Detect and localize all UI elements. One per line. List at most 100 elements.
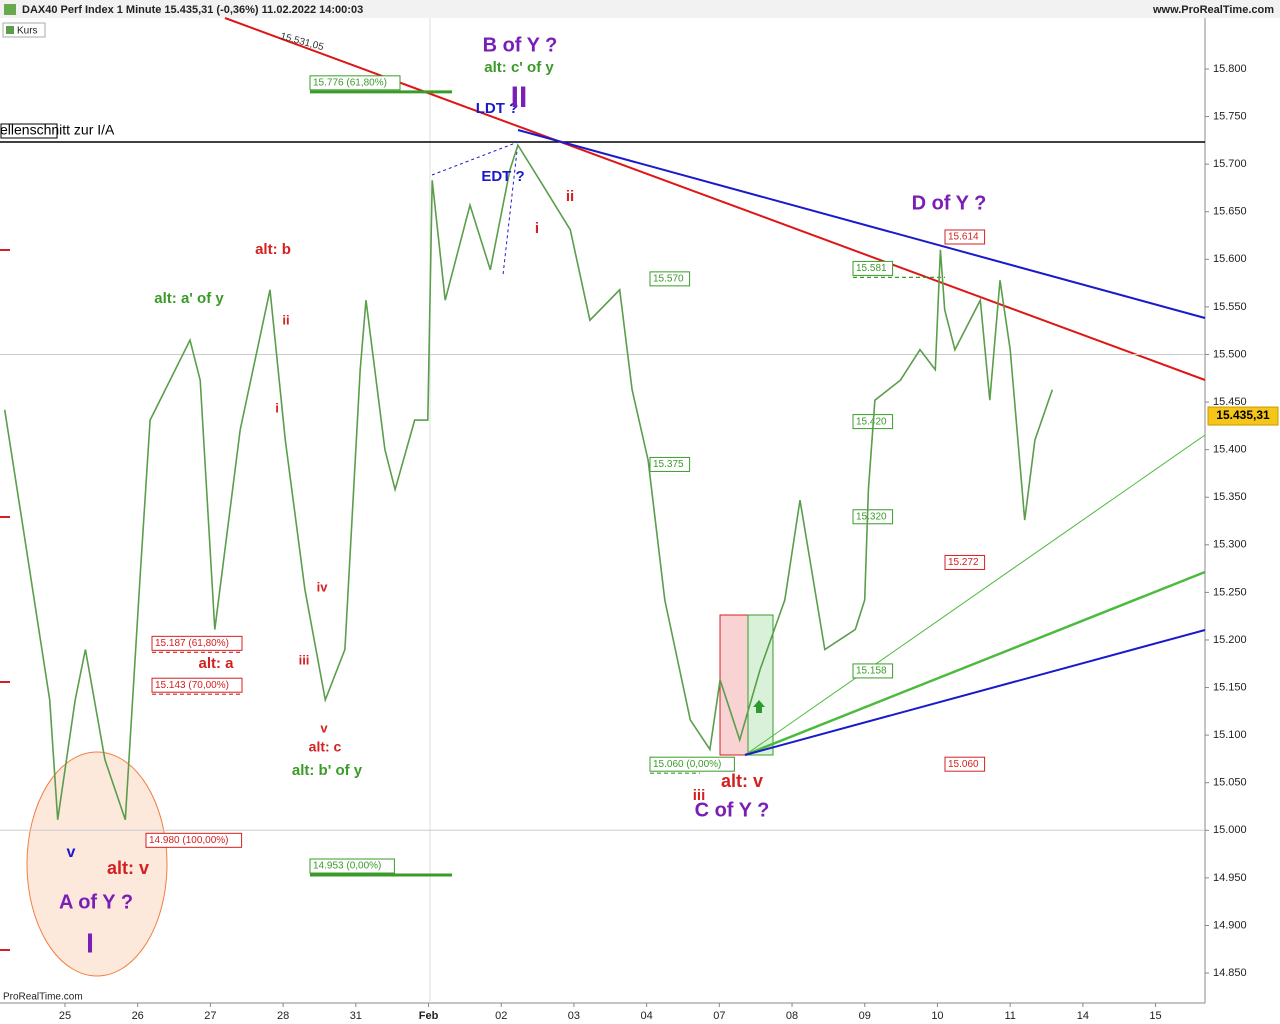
annotation: v [320, 720, 328, 735]
y-tick-label: 15.700 [1213, 158, 1247, 170]
level-label: 15.143 (70,00%) [155, 680, 229, 691]
x-tick-label: 28 [277, 1010, 289, 1022]
trend-line [224, 17, 1206, 381]
zone-green [747, 614, 774, 756]
annotation: ellenschnitt zur I/A [0, 122, 115, 138]
level-box [145, 832, 243, 848]
level-box [309, 858, 395, 874]
x-tick-label: 14 [1077, 1010, 1089, 1022]
level-box [151, 677, 243, 693]
trend-line [744, 434, 1206, 756]
footer: ProRealTime.com [3, 992, 83, 1003]
edge-mark [0, 249, 10, 251]
annotation: alt: a [198, 655, 234, 672]
y-tick-label: 15.500 [1213, 348, 1247, 360]
x-tick-label: 02 [495, 1010, 507, 1022]
trend-line [744, 570, 1206, 757]
level-label: 15.570 [653, 274, 684, 285]
x-tick-label: 07 [713, 1010, 725, 1022]
arrow [753, 700, 765, 713]
level-box [309, 75, 401, 91]
annotation: alt: c [309, 739, 342, 755]
y-tick-label: 15.600 [1213, 253, 1247, 265]
level-box [649, 756, 735, 772]
annotation: i [535, 220, 539, 237]
y-tick-label: 15.550 [1213, 301, 1247, 313]
annotation: 15.531,05 [279, 31, 325, 53]
x-tick-label: 10 [931, 1010, 943, 1022]
y-tick-label: 15.750 [1213, 110, 1247, 122]
y-tick-label: 15.050 [1213, 777, 1247, 789]
y-tick-label: 15.450 [1213, 396, 1247, 408]
x-tick-label: 08 [786, 1010, 798, 1022]
annotation: iii [693, 787, 706, 804]
y-tick-label: 15.800 [1213, 63, 1247, 75]
level-box [649, 456, 691, 472]
edge-marks [0, 249, 10, 951]
source: www.ProRealTime.com [1152, 4, 1274, 16]
level-label: 15.060 [948, 759, 979, 770]
annotation: alt: c' of y [484, 59, 554, 76]
y-tick-label: 15.650 [1213, 206, 1247, 218]
edge-mark [0, 516, 10, 518]
logo [4, 4, 16, 15]
annotation: C of Y ? [695, 799, 770, 821]
level-label: 15.320 [856, 511, 887, 522]
highlight-ellipse [26, 751, 168, 977]
annotation: iv [317, 579, 329, 594]
level-label: 15.581 [856, 263, 887, 274]
level-label: 15.060 (0,00%) [653, 759, 721, 770]
price-line [3, 143, 1054, 821]
y-tick-label: 15.350 [1213, 491, 1247, 503]
annotation: i [275, 400, 279, 415]
level-box [649, 271, 691, 287]
y-tick-label: 15.000 [1213, 824, 1247, 836]
level-label: 15.158 [856, 666, 887, 677]
annotation: EDT ? [481, 168, 524, 185]
annotation: D of Y ? [912, 192, 987, 214]
annotation: II [511, 81, 528, 114]
y-tick-label: 15.400 [1213, 444, 1247, 456]
x-tick-label: 03 [568, 1010, 580, 1022]
level-box [944, 756, 986, 772]
annotation: I [86, 927, 94, 958]
level-label: 14.953 (0,00%) [313, 861, 381, 872]
chart-title: DAX40 Perf Index 1 Minute 15.435,31 (-0,… [22, 4, 363, 16]
x-tick-label: 11 [1004, 1010, 1015, 1022]
annotation: iii [299, 652, 310, 667]
annotation: v [67, 844, 76, 861]
level-label: 15.776 (61,80%) [313, 77, 387, 88]
annotation: B of Y ? [483, 34, 558, 56]
x-tick-label: 04 [641, 1010, 653, 1022]
level-box [852, 509, 894, 525]
annotation: alt: v [721, 771, 763, 791]
annotation: ii [282, 312, 289, 327]
annotation: alt: v [107, 858, 149, 878]
level-label: 15.272 [948, 557, 979, 568]
zone-red [719, 614, 749, 756]
label-box [0, 123, 58, 139]
annotation: alt: b [255, 241, 291, 258]
x-tick-label: 26 [132, 1010, 144, 1022]
y-tick-label: 14.950 [1213, 872, 1247, 884]
annotation: LDT ? [476, 100, 519, 117]
y-tick-label: 15.150 [1213, 681, 1247, 693]
annotation: alt: b' of y [292, 762, 363, 779]
annotation: ii [566, 188, 574, 205]
level-box [151, 635, 243, 651]
level-label: 15.420 [856, 416, 887, 427]
legend-label: Kurs [17, 26, 38, 37]
edt-line [431, 141, 519, 276]
level-label: 15.614 [948, 232, 979, 243]
x-tick-label: 09 [859, 1010, 871, 1022]
level-label: 15.375 [653, 459, 684, 470]
x-tick-label: 25 [59, 1010, 71, 1022]
level-label: 15.187 (61,80%) [155, 638, 229, 649]
trend-line [517, 129, 1206, 319]
header-bar [0, 0, 1280, 18]
last-price-box [1207, 406, 1279, 426]
y-tick-label: 14.900 [1213, 919, 1247, 931]
x-tick-label: 27 [204, 1010, 216, 1022]
